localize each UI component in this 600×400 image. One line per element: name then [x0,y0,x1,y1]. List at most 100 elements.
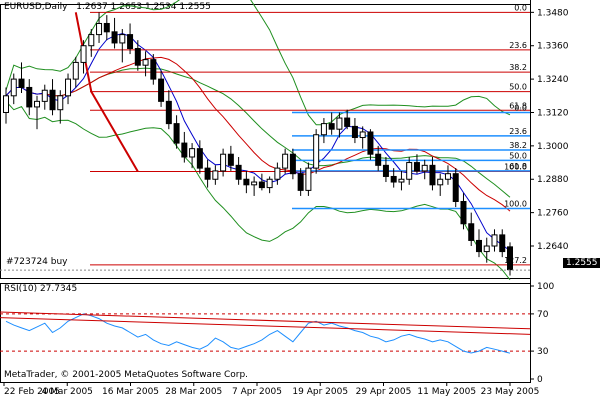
candle-body [80,45,87,63]
time-tick-label: 7 Apr 2005 [232,387,282,397]
price-tick-label: 1.2880 [537,175,569,185]
candle-body [134,48,141,66]
candle-body [390,175,397,183]
candle-body [328,123,335,130]
rsi-pane-frame [0,283,531,383]
candle-body [429,164,436,186]
candle-body [57,95,64,111]
rsi-line [5,313,511,354]
candle-body [251,181,258,186]
price-tick-label: 1.3360 [537,42,569,52]
fib-trend-line [74,12,139,172]
candle-body [18,78,25,88]
candle-body [96,22,103,36]
time-tick-label: 28 Mar 2005 [165,387,222,397]
candle-body [444,173,451,180]
candle-body [158,78,165,102]
price-tick-label: 1.2640 [537,242,569,252]
price-pane-frame [0,4,531,279]
candle-body [10,78,17,97]
candle-body [274,167,281,180]
candle-body [351,125,358,139]
moving-average-blue-line [5,32,511,252]
candle-body [258,181,265,189]
candle-body [227,153,234,166]
candle-body [491,234,498,247]
candle-body [297,173,304,191]
fib2-level-label: 0.0 [514,103,527,112]
candle-body [406,162,413,180]
rsi-tick-label: 30 [537,347,549,357]
price-tick-label: 1.3480 [537,8,569,18]
candle-body [336,117,343,130]
order-label: #723724 buy [6,257,68,267]
candle-body [398,178,405,183]
rsi-header: RSI(10) 27.7345 [4,284,78,294]
fib2-level-label: 100.0 [504,199,527,208]
candle-body [344,117,351,127]
rsi-tick-label: 0 [537,375,543,385]
rsi-trend-line [0,311,531,330]
candle-body [475,239,482,253]
ohlc-values: 1.2637 1.2653 1.2534 1.2555 [76,2,211,12]
candle-body [359,131,366,139]
symbol-timeframe: EURUSD,Daily [4,2,68,12]
candle-body [204,167,211,180]
candle-body [41,89,48,102]
rsi-tick-label: 70 [537,310,549,320]
fib2-level-label: 61.8 [509,162,527,171]
fib-level-label: 23.6 [509,41,527,50]
time-tick-label: 11 May 2005 [417,387,476,397]
candle-body [460,201,467,225]
candle-body [499,234,506,253]
candle-body [507,246,513,271]
candle-body [142,59,149,66]
candle-body [266,178,273,189]
candle-body [103,22,110,33]
bollinger-lower-line [5,101,511,281]
fib-level-label: 38.2 [509,63,527,72]
candle-body [212,170,219,180]
candle-body [382,164,389,177]
rsi-tick-label: 100 [537,282,554,292]
candle-body [320,123,327,136]
price-pane: 0.023.638.250.061.8100.0127.20.023.638.2… [0,0,569,382]
candle-body [3,95,9,113]
candle-body [483,245,490,253]
fib2-level-label: 50.0 [509,151,527,160]
candle-body [421,164,428,172]
candle-body [65,78,72,97]
candle-body [235,164,242,180]
price-tick-label: 1.3120 [537,108,569,118]
time-tick-label: 29 Apr 2005 [356,387,412,397]
candle-body [34,100,41,108]
candle-body [181,142,188,158]
candle-body [468,223,475,241]
price-tick-label: 1.3240 [537,75,569,85]
fib-level-label: 0.0 [514,3,527,12]
fib-level-label: 100.0 [504,162,527,171]
candle-body [282,153,289,169]
chart-header: EURUSD,Daily 1.2637 1.2653 1.2534 1.2555 [4,2,211,12]
candle-body [165,100,172,125]
candle-body [111,31,118,44]
time-tick-label: 16 Mar 2005 [102,387,159,397]
candle-body [413,162,420,172]
current-price-marker: 1.2555 [563,258,600,268]
rsi-trend-line [0,317,531,335]
time-tick-label: 4 Mar 2005 [42,387,93,397]
price-tick-label: 1.3000 [537,142,569,152]
candle-body [26,86,33,108]
candle-body [220,153,227,172]
candle-body [375,153,382,166]
candle-body [452,173,459,203]
time-tick-label: 22 Feb 2005 [4,387,60,397]
time-tick-label: 19 Apr 2005 [292,387,348,397]
candle-body [305,167,312,191]
candle-body [72,61,79,80]
candle-body [127,34,134,50]
fib-level-label: 50.0 [509,83,527,92]
price-tick-label: 1.2760 [537,209,569,219]
